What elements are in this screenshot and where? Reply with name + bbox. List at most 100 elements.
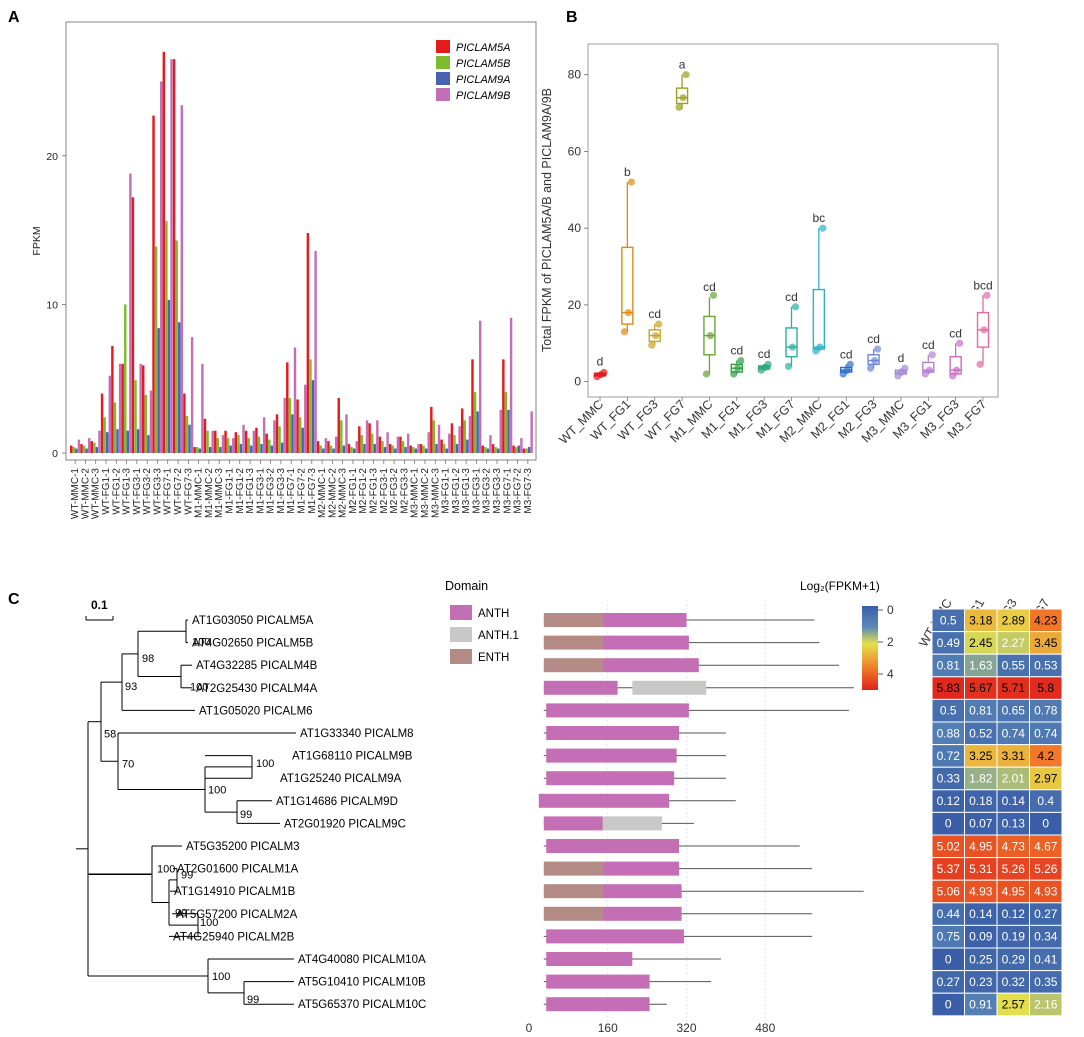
panel-letter-a: A: [8, 9, 20, 26]
bar-piclam9a-m3-fg3-2: [486, 448, 490, 453]
bar-piclam9b-wt-mmc-3: [98, 430, 101, 453]
a-xtick-label-24: M2-MMC-1: [317, 468, 328, 518]
a-ytick-label-0: 0: [52, 448, 58, 460]
bar-piclam9b-wt-fg1-3: [129, 173, 132, 453]
bar-piclam5a-m3-fg1-2: [450, 423, 454, 453]
a-xtick-label-5: WT-FG1-3: [122, 468, 133, 515]
box-point-wt_fg7-2: [682, 71, 690, 79]
box-point-wt_fg1-0: [620, 328, 628, 336]
heatmap-value-12-1: 4.93: [969, 885, 993, 899]
a-xtick-label-16: M1-FG1-2: [235, 468, 246, 514]
panel-b-ylabel: Total FPKM of PICLAM5A/B and PICLAM9A/9B: [540, 88, 554, 352]
box-letter-m3_fg7: bcd: [973, 278, 992, 292]
box-point-m2_mmc-1: [816, 343, 824, 351]
a-ytick-label-2: 20: [46, 151, 58, 163]
heatmap-value-15-1: 0.25: [969, 952, 993, 966]
bar-piclam9b-m3-fg3-1: [478, 320, 482, 453]
color-scale-bar: [862, 606, 878, 690]
b-ytick-label-1: 20: [568, 298, 582, 312]
bootstrap-3: 93: [125, 681, 137, 693]
bar-piclam9a-m2-mmc-2: [332, 448, 335, 453]
heatmap-value-4-2: 0.65: [1002, 704, 1026, 718]
bar-piclam9a-m3-mmc-2: [424, 448, 428, 453]
bar-piclam9a-wt-mmc-1: [75, 448, 78, 453]
heatmap-value-11-3: 5.26: [1034, 862, 1058, 876]
box-point-m1_fg7-2: [791, 303, 800, 311]
bar-piclam9a-wt-mmc-3: [95, 447, 99, 453]
bar-piclam9b-m3-mmc-2: [427, 432, 430, 453]
heatmap-value-8-0: 0.12: [937, 794, 961, 808]
bar-piclam5a-m2-fg3-3: [399, 436, 402, 453]
bar-piclam5a-m3-mmc-2: [419, 444, 423, 453]
bar-piclam9b-m1-mmc-3: [221, 435, 225, 453]
bar-piclam5a-wt-mmc-2: [80, 444, 83, 453]
bar-piclam5b-wt-fg1-2: [113, 402, 117, 453]
bar-piclam9a-wt-fg3-3: [157, 328, 160, 453]
heatmap-value-2-1: 1.63: [969, 659, 993, 673]
panel-c-gene-family: 0.1 100 98 100 93 58 100 70 100 99 100 99 99 100 100 9…: [76, 579, 1063, 1035]
bootstrap-6: 70: [122, 758, 134, 770]
box-wt_fg1: [621, 246, 634, 325]
domain-legend-label-anth: ANTH: [478, 608, 509, 620]
bar-piclam5b-m3-fg1-3: [463, 420, 466, 453]
box-m2_mmc: [812, 288, 826, 350]
b-ytick-label-2: 40: [568, 221, 582, 235]
bar-piclam9a-m3-fg3-1: [476, 411, 479, 453]
bar-piclam5b-m3-fg1-1: [442, 444, 446, 453]
bar-piclam9b-m3-mmc-3: [437, 424, 441, 453]
bar-piclam9a-m3-mmc-3: [435, 444, 438, 453]
box-point-m3_fg7-0: [976, 360, 984, 368]
bar-piclam9a-m3-fg1-3: [466, 439, 469, 453]
domain-anth-12-1: [602, 884, 682, 899]
bar-piclam9a-wt-fg3-2: [147, 435, 150, 453]
bar-piclam5b-m1-fg7-3: [309, 359, 312, 453]
panel-a-x-axis: WT-MMC-1 WT-MMC-2 WT-MMC-3 WT-FG1-1 WT-FG1-2…: [70, 460, 534, 519]
bar-piclam9b-wt-mmc-1: [77, 439, 81, 453]
gene-label-5: AT1G33340 PICALM8: [300, 728, 414, 740]
bootstrap-9: 100: [157, 864, 175, 876]
bar-piclam9a-m2-fg3-2: [394, 448, 397, 453]
bar-piclam5a-m3-fg7-3: [522, 448, 526, 453]
bar-piclam9a-wt-fg1-1: [106, 432, 109, 453]
heatmap-value-5-3: 0.74: [1034, 726, 1058, 740]
bar-piclam9b-wt-fg1-2: [118, 363, 122, 453]
domain-anth-4-0: [546, 703, 689, 718]
bar-piclam5a-m1-fg1-2: [234, 432, 238, 453]
a-xtick-label-34: M3-MMC-2: [420, 468, 431, 518]
bar-piclam9b-wt-fg3-3: [160, 81, 163, 453]
heatmap-value-14-2: 0.19: [1002, 930, 1026, 944]
panel-b-x-axis: WT_MMCWT_FG1WT_FG3WT_FG7M1_MMCM1_FG1M1_F…: [556, 397, 989, 447]
bar-piclam5b-m2-fg3-1: [381, 441, 384, 453]
bar-piclam5a-m3-fg3-1: [471, 359, 474, 453]
box-point-wt_fg7-1: [679, 94, 687, 102]
panel-letter-b: B: [566, 9, 578, 26]
gene-label-13: AT5G57200 PICALM2A: [176, 909, 298, 921]
bar-piclam9a-wt-fg7-2: [178, 322, 181, 453]
color-scale-title: Log₂(FPKM+1): [800, 579, 880, 593]
bar-piclam5b-wt-fg1-3: [124, 304, 127, 453]
bar-piclam5a-wt-mmc-1: [70, 445, 73, 453]
gene-label-15: AT4G40080 PICALM10A: [298, 954, 426, 966]
bar-piclam9a-m1-fg7-1: [291, 414, 294, 453]
heatmap-value-6-3: 4.2: [1037, 749, 1054, 763]
domain-anth-3-0: [543, 680, 618, 695]
box-point-m1_mmc-0: [702, 370, 711, 378]
box-m2_fg3: [867, 354, 880, 366]
bar-piclam5a-wt-fg3-3: [152, 115, 155, 453]
domain-legend-swatch-anth1: [450, 627, 472, 642]
box-point-wt_fg3-0: [648, 341, 656, 349]
heatmap-value-9-3: 0: [1042, 817, 1049, 831]
heatmap-value-3-1: 5.67: [969, 681, 993, 695]
box-letter-m1_mmc: cd: [703, 280, 716, 294]
heatmap-value-6-2: 3.31: [1002, 749, 1026, 763]
bootstrap-10: 99: [181, 870, 193, 882]
b-ytick-label-4: 80: [568, 68, 582, 82]
heatmap-cell-17-3: [1029, 992, 1063, 1017]
bar-piclam5b-wt-fg3-3: [154, 246, 158, 453]
bar-piclam9b-m3-fg3-2: [489, 435, 492, 453]
heatmap-value-8-3: 0.4: [1037, 794, 1054, 808]
bar-piclam5b-m3-fg7-3: [525, 448, 528, 453]
domain-enth-0-0: [543, 613, 603, 627]
box-letter-m1_fg3: cd: [758, 347, 771, 361]
bar-piclam9a-m1-fg1-2: [239, 444, 243, 453]
